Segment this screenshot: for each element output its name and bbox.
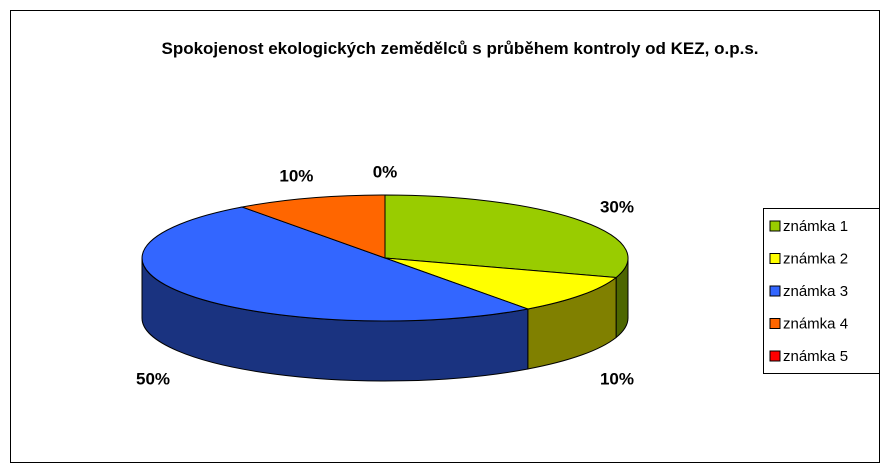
legend-label: známka 5 [783, 348, 848, 365]
data-label: 10% [600, 369, 634, 388]
legend-label: známka 2 [783, 250, 848, 267]
data-label: 0% [373, 162, 398, 181]
slice [384, 257, 618, 310]
legend-label: známka 4 [783, 315, 848, 332]
data-label: 10% [279, 167, 313, 186]
chart-title: Spokojenost ekologických zemědělců s prů… [161, 39, 759, 58]
data-label: 50% [136, 369, 170, 388]
legend-swatch [769, 285, 781, 297]
legend-box [763, 208, 880, 374]
data-label: 30% [600, 197, 634, 216]
legend-swatch [769, 220, 781, 232]
slice [384, 194, 629, 278]
slice [240, 194, 386, 259]
legend-label: známka 3 [783, 283, 848, 300]
slice [141, 206, 530, 322]
legend-swatch [769, 253, 781, 264]
legend-label: známka 1 [783, 218, 848, 235]
legend-swatch [769, 318, 781, 329]
legend-swatch [769, 350, 781, 362]
